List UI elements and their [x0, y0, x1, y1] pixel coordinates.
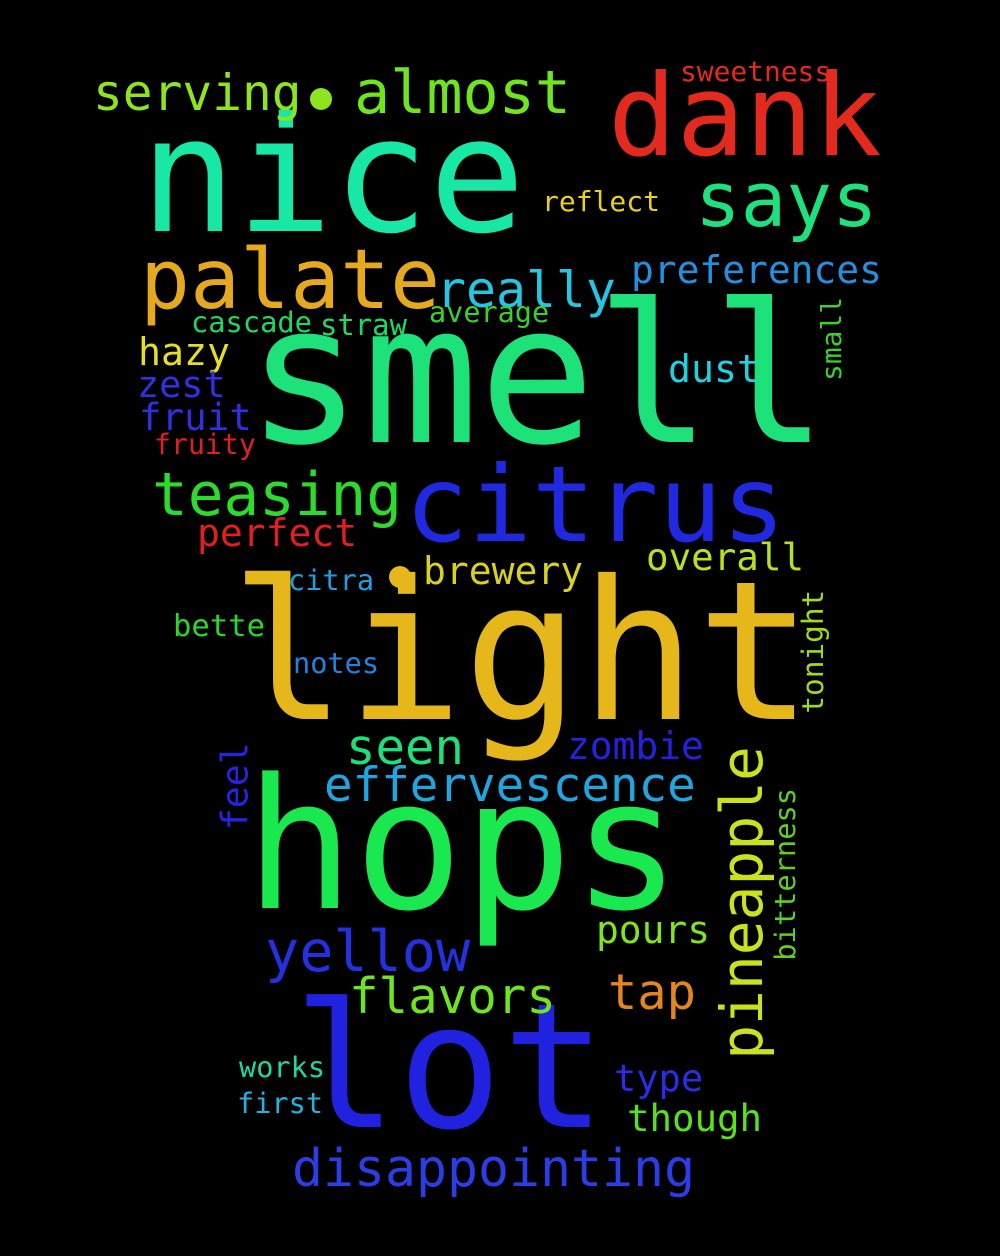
word-small: small — [815, 297, 849, 381]
word-reflect: reflect — [542, 184, 661, 218]
word-pours: pours — [596, 908, 711, 953]
word-bitterness: bitterness — [767, 788, 802, 961]
word-effervescence: effervescence — [324, 758, 696, 814]
dot-decoration — [389, 566, 411, 588]
dot-decoration — [310, 88, 332, 110]
word-fruit: fruit — [139, 395, 252, 440]
word-almost: almost — [354, 57, 572, 128]
word-sweetness: sweetness — [680, 55, 832, 89]
word-notes: notes — [293, 645, 380, 680]
word-hazy: hazy — [138, 330, 230, 375]
word-overall: overall — [646, 535, 805, 580]
word-nice: nice — [140, 82, 526, 269]
word-average: average — [429, 295, 550, 329]
word-zombie: zombie — [567, 724, 704, 769]
word-disappointing: disappointing — [292, 1138, 696, 1199]
word-flavors: flavors — [349, 967, 556, 1026]
word-palate: palate — [140, 231, 441, 329]
word-feel: feel — [213, 742, 257, 830]
word-fruity: fruity — [154, 427, 256, 461]
word-says: says — [695, 156, 878, 245]
word-straw: straw — [320, 307, 407, 342]
word-citra: citra — [288, 562, 375, 597]
word-dust: dust — [668, 347, 760, 392]
word-first: first — [237, 1085, 324, 1120]
word-yellow: yellow — [265, 919, 471, 986]
word-type: type — [614, 1056, 704, 1100]
word-preferences: preferences — [631, 248, 882, 293]
word-tonight: tonight — [796, 590, 831, 714]
word-hops: hops — [245, 740, 682, 952]
word-zest: zest — [137, 363, 226, 407]
word-dank: dank — [608, 49, 882, 183]
word-bette: bette — [173, 608, 266, 644]
word-smell: smell — [246, 261, 829, 488]
word-perfect: perfect — [197, 511, 358, 556]
word-lot: lot — [293, 965, 607, 1168]
word-pineapple: pineapple — [707, 745, 776, 1060]
word-cascade: cascade — [191, 304, 312, 339]
word-tap: tap — [608, 964, 696, 1021]
word-really: really — [436, 261, 616, 320]
word-works: works — [239, 1049, 326, 1084]
word-seen: seen — [346, 719, 465, 777]
word-brewery: brewery — [423, 549, 584, 594]
word-light: light — [230, 538, 814, 765]
word-though: though — [627, 1096, 763, 1141]
word-teasing: teasing — [152, 460, 402, 530]
word-serving: serving — [93, 63, 302, 122]
word-citrus: citrus — [405, 443, 786, 567]
